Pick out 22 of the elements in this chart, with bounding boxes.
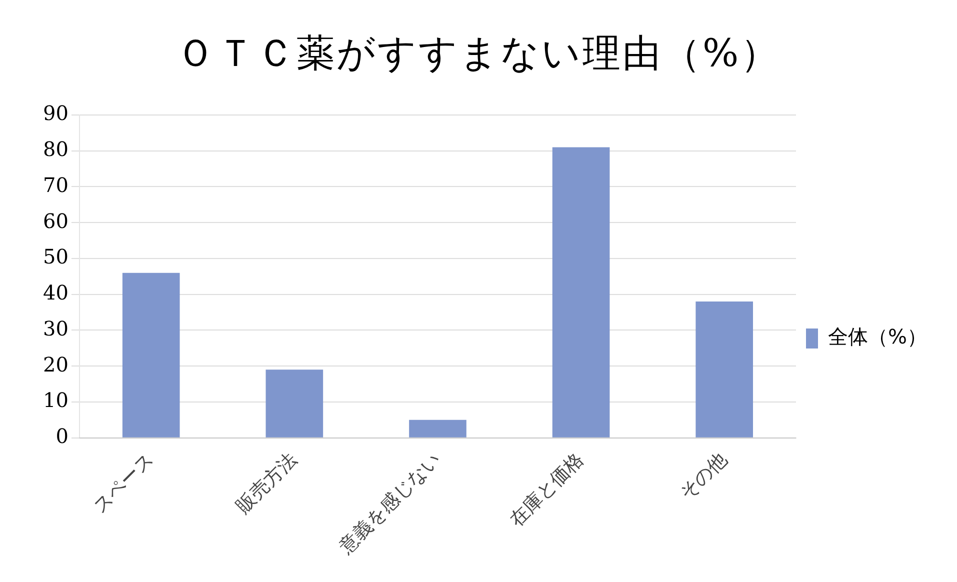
- bar: [266, 370, 324, 438]
- y-tick-label: 30: [42, 316, 68, 340]
- legend-label: 全体（%）: [828, 324, 928, 349]
- y-tick-label: 40: [42, 280, 68, 305]
- bar: [696, 302, 754, 438]
- y-tick-label: 50: [42, 244, 68, 269]
- x-tick-label: 在庫と価格: [505, 448, 588, 532]
- x-tick-label: 販売方法: [232, 448, 302, 518]
- chart-title: ＯＴＣ薬がすすまない理由（%）: [175, 30, 782, 77]
- y-tick-label: 60: [42, 208, 68, 233]
- x-tick-label: 意義を感じない: [334, 448, 445, 559]
- x-tick-label: その他: [676, 448, 732, 504]
- bar: [552, 147, 610, 438]
- y-tick-label: 0: [56, 424, 68, 448]
- y-tick-label: 80: [42, 137, 68, 162]
- x-tick-label: スペース: [88, 448, 158, 518]
- y-tick-label: 10: [42, 388, 68, 412]
- bar: [122, 272, 180, 438]
- y-tick-label: 70: [42, 172, 68, 197]
- y-tick-label: 20: [42, 352, 68, 376]
- y-tick-label: 90: [42, 101, 68, 126]
- bar: [409, 420, 466, 438]
